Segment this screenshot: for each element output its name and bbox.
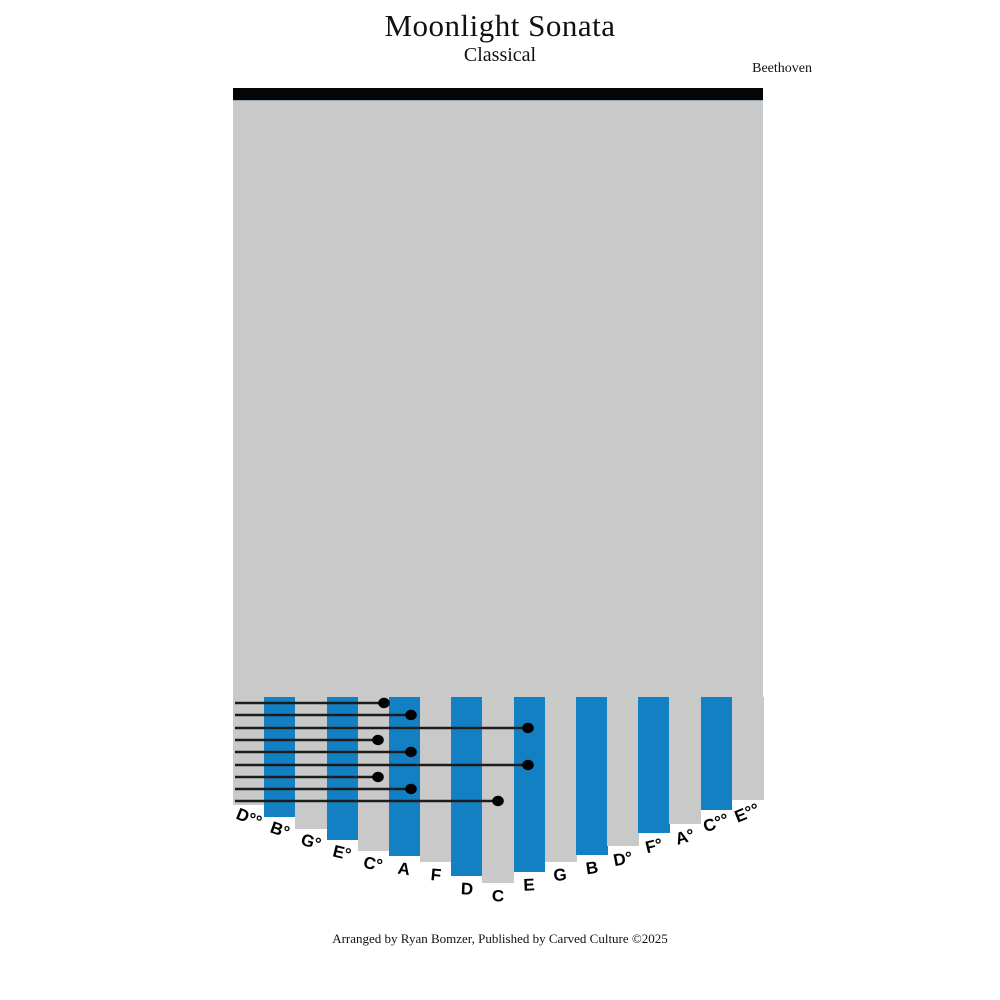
tine-label: E° <box>331 841 354 865</box>
tine-label: C° <box>362 852 385 876</box>
tine-label: F <box>429 865 442 885</box>
kalimba-tine-4 <box>326 697 359 840</box>
tine-label: C <box>491 886 505 906</box>
tine-label: G° <box>298 830 324 854</box>
kalimba-tine-6 <box>388 697 421 856</box>
tine-label: B° <box>267 817 292 843</box>
kalimba-diagram: D°° B° G° E° C° A F D C E G B D° F° A° C°° E°° <box>233 88 764 918</box>
kalimba-tine-12 <box>575 697 608 855</box>
tine-label: G <box>552 864 568 886</box>
kalimba-tine-8 <box>451 697 483 876</box>
kalimba-tine-10 <box>513 697 546 872</box>
kalimba-tine-16 <box>700 697 733 810</box>
tine-label: C°° <box>700 809 732 837</box>
tine-label: A° <box>673 825 697 849</box>
kalimba-tine-7 <box>420 697 452 862</box>
tine-label: B <box>584 857 599 879</box>
tine-label: E°° <box>732 799 763 827</box>
tine-label: F° <box>643 834 665 858</box>
tine-label: A <box>397 858 412 880</box>
tine-label: D <box>460 879 474 899</box>
kalimba-tine-15 <box>669 697 702 824</box>
tine-label: D°° <box>233 804 265 832</box>
kalimba-tine-11 <box>544 697 577 862</box>
kalimba-tine-9 <box>482 697 515 883</box>
kalimba-body <box>233 101 763 697</box>
kalimba-top-bar <box>233 88 763 100</box>
kalimba-tine-13 <box>607 697 639 846</box>
page-title: Moonlight Sonata <box>384 8 616 43</box>
tine-label: D° <box>611 847 634 871</box>
composer-name: Beethoven <box>752 61 812 76</box>
kalimba-tine-3 <box>295 697 328 829</box>
kalimba-tine-5 <box>357 697 390 851</box>
kalimba-tine-14 <box>638 697 671 833</box>
footer-credit: Arranged by Ryan Bomzer, Published by Ca… <box>332 931 668 946</box>
page-subtitle: Classical <box>463 44 537 66</box>
kalimba-tine-2 <box>264 697 296 817</box>
kalimba-tine-1 <box>233 697 265 805</box>
tine-label: E <box>523 875 536 895</box>
kalimba-tine-17 <box>731 697 764 800</box>
